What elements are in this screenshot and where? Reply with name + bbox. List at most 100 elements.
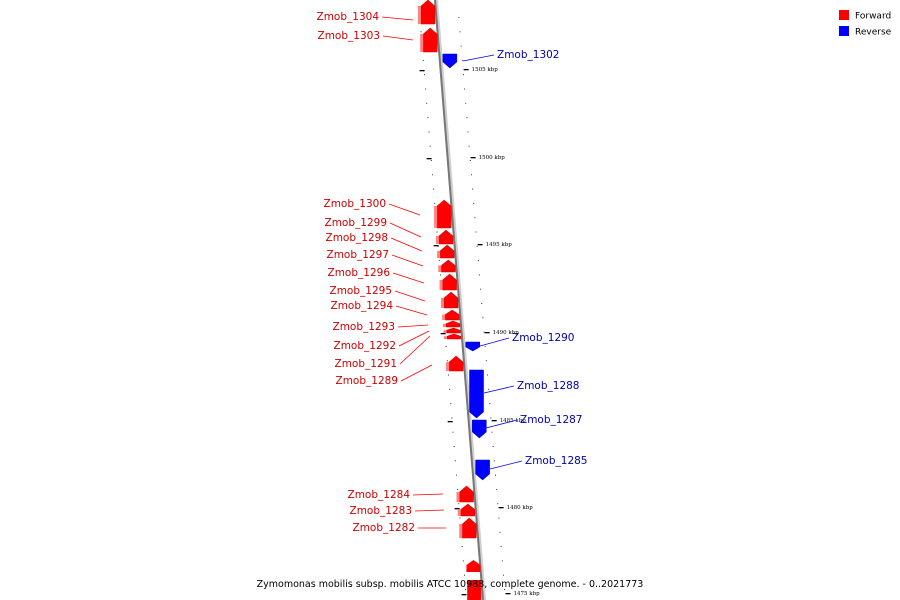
minor-tick-dot (463, 574, 465, 576)
major-tick-right (477, 244, 483, 246)
forward-gene-label: Zmob_1292 (334, 340, 396, 352)
tick-dots (419, 17, 506, 590)
forward-gene (441, 259, 456, 273)
forward-gene-leader (400, 364, 433, 382)
minor-tick-dot (501, 560, 503, 562)
forward-gene-shade (438, 265, 442, 272)
forward-gene-shade (441, 298, 444, 308)
forward-gene-shade (442, 323, 446, 327)
forward-gene-leader (381, 16, 414, 21)
kbp-tick-label: 1490 kbp (493, 330, 520, 336)
minor-tick-dot (449, 388, 451, 390)
forward-gene-leader (392, 272, 425, 284)
minor-tick-dot (429, 145, 431, 147)
minor-tick-dot (427, 117, 429, 119)
forward-gene-leader (414, 509, 445, 512)
minor-tick-dot (483, 331, 485, 333)
legend-forward-label: Forward (855, 12, 891, 22)
minor-tick-dot (469, 160, 471, 161)
kbp-tick-label: 1500 kbp (479, 155, 506, 161)
minor-tick-dot (426, 102, 428, 104)
major-tick-right (505, 593, 511, 595)
forward-gene-shade (456, 492, 460, 502)
forward-gene (446, 327, 461, 334)
forward-gene-label: Zmob_1303 (318, 30, 380, 42)
major-tick-left (454, 508, 460, 510)
minor-tick-dot (420, 31, 422, 33)
minor-tick-dot (498, 517, 500, 519)
reverse-gene-label: Zmob_1285 (525, 455, 587, 467)
minor-tick-dot (485, 360, 487, 362)
forward-gene-leader (391, 254, 424, 267)
minor-tick-dot (452, 431, 454, 433)
minor-tick-dot (489, 403, 491, 405)
forward-gene (466, 560, 481, 572)
minor-tick-dot (468, 145, 470, 147)
major-tick-right (498, 507, 504, 509)
reverse-gene-leader (483, 385, 515, 394)
kbp-tick-label: 1505 kbp (472, 67, 499, 73)
forward-gene-shade (457, 509, 461, 516)
minor-tick-dot (434, 202, 436, 204)
forward-gene-leader (398, 330, 430, 347)
minor-tick-dot (465, 102, 467, 104)
forward-gene-shade (443, 330, 447, 333)
minor-tick-dot (470, 174, 472, 176)
minor-tick-dot (431, 174, 433, 176)
major-tick-right (484, 332, 490, 334)
reverse-gene (475, 459, 490, 481)
minor-tick-dot (467, 131, 469, 133)
legend-reverse-swatch (839, 26, 849, 36)
forward-gene-shade (446, 362, 450, 371)
forward-gene-leader (382, 35, 414, 41)
kbp-tick-label: 1495 kbp (486, 242, 513, 248)
forward-gene-shade (442, 314, 446, 320)
minor-tick-dot (491, 431, 493, 433)
legend: Forward Reverse (839, 10, 892, 38)
minor-tick-dot (490, 417, 492, 419)
forward-gene (420, 0, 436, 25)
forward-gene-shade (417, 6, 421, 24)
forward-gene (461, 517, 477, 539)
minor-tick-dot (465, 589, 467, 590)
minor-tick-dot (439, 274, 441, 276)
minor-tick-dot (422, 59, 424, 61)
forward-gene-label: Zmob_1298 (326, 232, 388, 244)
forward-gene (442, 273, 457, 291)
forward-gene-leader (397, 324, 429, 328)
reverse-gene (469, 369, 484, 419)
forward-gene-label: Zmob_1304 (317, 11, 380, 23)
minor-tick-dot (486, 374, 488, 376)
gene-labels: Zmob_1304 Zmob_1303 Zmob_1300 Zmob_1299 Zmob… (317, 11, 588, 534)
reverse-gene-label: Zmob_1287 (520, 414, 582, 426)
forward-gene (459, 485, 474, 503)
minor-tick-dot (460, 45, 462, 47)
forward-gene-label: Zmob_1284 (348, 489, 411, 501)
minor-tick-dot (433, 188, 435, 190)
minor-tick-dot (499, 531, 501, 533)
kbp-tick-label: 1475 kbp (514, 591, 541, 597)
minor-tick-dot (497, 503, 499, 505)
minor-tick-dot (461, 546, 463, 548)
reverse-gene-leader (489, 460, 523, 470)
minor-tick-dot (481, 303, 483, 304)
forward-gene-shade (443, 336, 447, 339)
forward-gene-leader (388, 203, 421, 216)
minor-tick-dot (493, 460, 495, 462)
minor-tick-dot (464, 88, 466, 90)
forward-gene-label: Zmob_1289 (336, 375, 398, 387)
forward-gene-shade (434, 206, 438, 228)
reverse-gene (465, 341, 480, 352)
minor-tick-dot (455, 474, 457, 476)
reverse-gene-leader (479, 337, 510, 347)
major-tick-right (491, 420, 497, 422)
forward-gene-shade (439, 280, 443, 290)
reverse-gene-leader (462, 54, 495, 62)
minor-tick-dot (446, 360, 448, 362)
forward-gene-label: Zmob_1283 (350, 505, 412, 517)
backbone (434, 0, 484, 600)
forward-gene (439, 244, 455, 259)
minor-tick-dot (482, 317, 484, 319)
major-tick-left (426, 158, 432, 160)
